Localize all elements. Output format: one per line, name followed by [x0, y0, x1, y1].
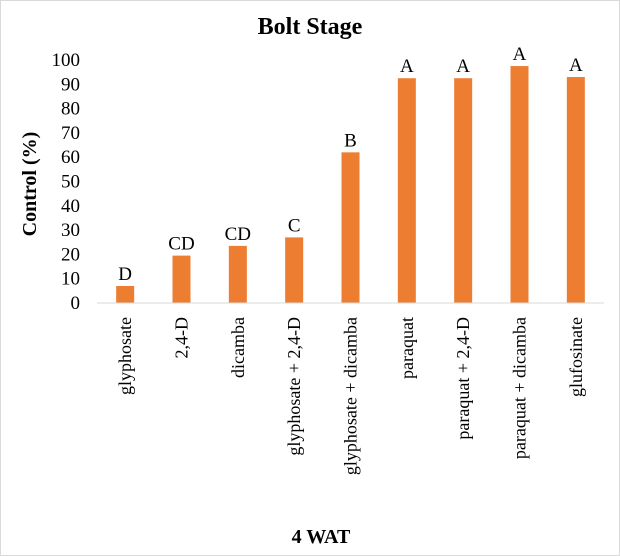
- y-tick-label: 0: [71, 293, 81, 314]
- bar-letter: A: [513, 44, 527, 65]
- x-tick-label: glyphosate + dicamba: [341, 317, 361, 475]
- bar: [228, 245, 247, 303]
- y-tick-label: 20: [61, 244, 80, 265]
- bar: [397, 78, 416, 303]
- x-tick-label: paraquat + 2,4-D: [453, 317, 473, 440]
- bar-letter: C: [288, 215, 301, 236]
- bar: [285, 237, 304, 303]
- bar-letter: A: [456, 56, 470, 77]
- y-tick-label: 90: [61, 74, 80, 95]
- bar: [510, 66, 529, 303]
- x-tick-label: dicamba: [228, 317, 248, 378]
- bar-letter: CD: [168, 234, 194, 255]
- bar: [341, 152, 360, 303]
- y-tick-label: 50: [61, 172, 80, 193]
- x-tick-label: 2,4-D: [172, 317, 192, 359]
- bar: [454, 78, 473, 303]
- y-tick-label: 10: [61, 269, 80, 290]
- x-tick-label: glyphosate: [115, 317, 135, 395]
- bar-letter: CD: [225, 224, 251, 245]
- y-tick-label: 80: [61, 99, 80, 120]
- x-tick-label: glyphosate + 2,4-D: [284, 317, 304, 456]
- y-axis-ticks: 0 10 20 30 40 50 60 70 80 90 100: [52, 50, 81, 314]
- bar-letter: A: [400, 56, 414, 77]
- significance-letters: D CD CD C B A A A A: [118, 44, 583, 285]
- y-tick-label: 70: [61, 123, 80, 144]
- y-tick-label: 30: [61, 220, 80, 241]
- bar: [172, 255, 191, 303]
- y-tick-label: 40: [61, 196, 80, 217]
- chart-title: Bolt Stage: [258, 14, 363, 40]
- bar: [116, 285, 135, 303]
- y-tick-label: 60: [61, 147, 80, 168]
- bar: [566, 77, 585, 303]
- bar-letter: B: [344, 130, 357, 151]
- x-tick-label: glufosinate: [566, 317, 586, 397]
- x-axis-label: 4 WAT: [292, 526, 351, 548]
- bar-letter: D: [118, 264, 132, 285]
- bar-letter: A: [569, 55, 583, 76]
- y-axis-label: Control (%): [19, 132, 41, 237]
- y-tick-label: 100: [52, 50, 81, 71]
- x-axis-categories: glyphosate 2,4-D dicamba glyphosate + 2,4-D…: [115, 317, 586, 475]
- bars: [116, 66, 585, 303]
- x-tick-label: paraquat: [397, 317, 417, 379]
- x-tick-label: paraquat + dicamba: [510, 317, 530, 459]
